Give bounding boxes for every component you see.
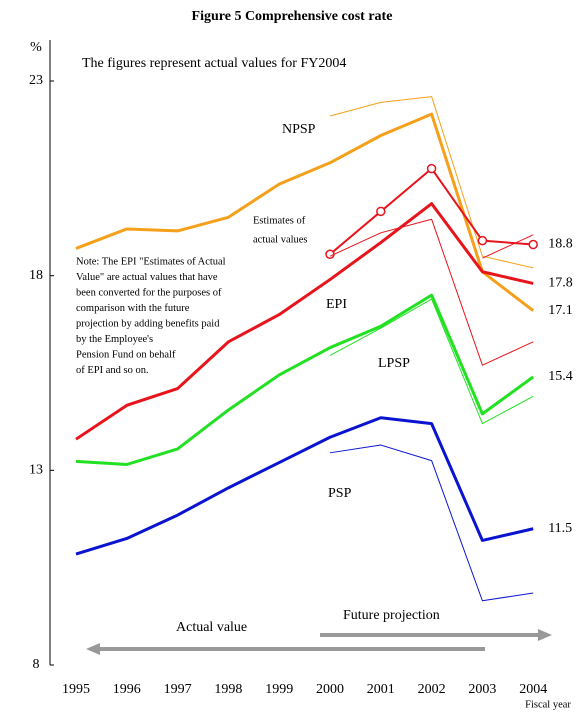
- x-tick-label: 1999: [265, 682, 293, 697]
- note-line: Note: The EPI "Estimates of Actual: [76, 256, 226, 267]
- annotation: Estimates of: [253, 215, 306, 226]
- x-tick-label: 1995: [62, 682, 90, 697]
- point: [376, 206, 386, 217]
- annotation: actual values: [253, 234, 308, 245]
- annotation: LPSP: [378, 356, 410, 371]
- x-tick-label: 1997: [164, 682, 192, 697]
- series-line: [75, 112, 535, 312]
- data-label: 17.8: [548, 276, 573, 291]
- series-line: [75, 202, 534, 441]
- data-label: 15.4: [548, 369, 573, 384]
- y-tick-label: 23: [29, 73, 43, 88]
- point: [325, 249, 335, 260]
- series-line: [75, 416, 534, 556]
- y-tick-label: 18: [29, 268, 43, 283]
- annotation: Actual value: [176, 620, 247, 635]
- chart-title: Figure 5 Comprehensive cost rate: [192, 9, 393, 24]
- annotation: The figures represent actual values for …: [82, 56, 346, 71]
- y-tick-label: 13: [29, 463, 43, 478]
- x-tick-label: 1996: [113, 682, 141, 697]
- note-line: Value" are actual values that have: [76, 272, 218, 283]
- series-line: [329, 218, 534, 366]
- series-line: [329, 167, 534, 256]
- x-tick-label: 1998: [214, 682, 242, 697]
- x-tick-label: 2004: [519, 682, 547, 697]
- x-tick-label: 2002: [418, 682, 446, 697]
- note-line: Pension Fund on behalf: [76, 349, 176, 360]
- annotation: PSP: [328, 486, 352, 501]
- arrow-head: [538, 629, 552, 641]
- y-unit: %: [30, 40, 42, 55]
- x-tick-label: 2001: [367, 682, 395, 697]
- x-tick-label: 2000: [316, 682, 344, 697]
- x-axis-label: Fiscal year: [525, 699, 571, 710]
- series-line: [482, 234, 534, 259]
- point: [528, 239, 538, 250]
- note-line: of EPI and so on.: [76, 365, 149, 376]
- arrow-head: [86, 643, 100, 655]
- point: [426, 163, 437, 174]
- series-line: [75, 293, 535, 466]
- data-label: 17.1: [548, 303, 573, 318]
- annotation: Future projection: [343, 608, 440, 623]
- note-line: comparison with the future: [76, 303, 190, 314]
- data-label: 11.5: [548, 521, 572, 536]
- series-line: [329, 298, 534, 425]
- point: [477, 235, 488, 246]
- series-line: [329, 96, 534, 269]
- annotation: EPI: [326, 297, 347, 312]
- x-tick-label: 2003: [468, 682, 496, 697]
- y-tick-label: 8: [33, 657, 40, 672]
- note-line: by the Employee's: [76, 334, 153, 345]
- series-line: [329, 444, 534, 602]
- data-label: 18.8: [548, 237, 573, 252]
- note-line: projection by adding benefits paid: [76, 318, 220, 329]
- note-line: been converted for the purposes of: [76, 287, 222, 298]
- annotation: NPSP: [282, 122, 316, 137]
